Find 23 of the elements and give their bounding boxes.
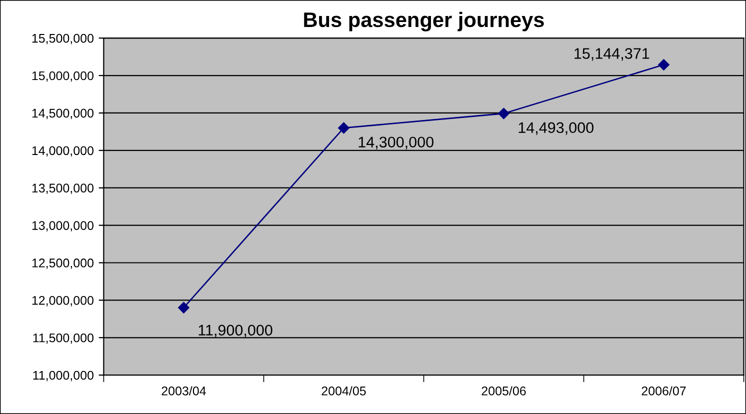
y-tick-label: 11,500,000: [33, 333, 94, 344]
x-tick-label: 2003/04: [162, 386, 206, 396]
data-label: 15,144,371: [574, 48, 650, 61]
y-tick-label: 14,500,000: [32, 108, 94, 120]
y-tick-label: 15,500,000: [32, 34, 94, 44]
y-tick-label: 12,000,000: [32, 296, 94, 306]
y-tick-label: 13,500,000: [32, 184, 94, 194]
point: [658, 59, 670, 70]
data-label: 11,900,000: [198, 324, 272, 338]
y-tick-label: 13,000,000: [32, 221, 94, 232]
y-tick-label: 14,000,000: [32, 146, 94, 157]
data-label: 14,493,000: [518, 122, 594, 135]
point: [498, 108, 510, 120]
y-tick-label: 15,000,000: [32, 71, 94, 82]
point: [338, 122, 350, 134]
x-tick-label: 2006/07: [642, 386, 686, 396]
point: [178, 302, 190, 314]
y-tick-label: 11,000,000: [33, 370, 94, 382]
x-tick-label: 2004/05: [322, 386, 366, 396]
data-label: 14,300,000: [358, 136, 434, 150]
x-tick-label: 2005/06: [482, 386, 526, 396]
y-tick-label: 12,500,000: [32, 258, 94, 269]
chart-title: Bus passenger journeys: [304, 12, 544, 32]
